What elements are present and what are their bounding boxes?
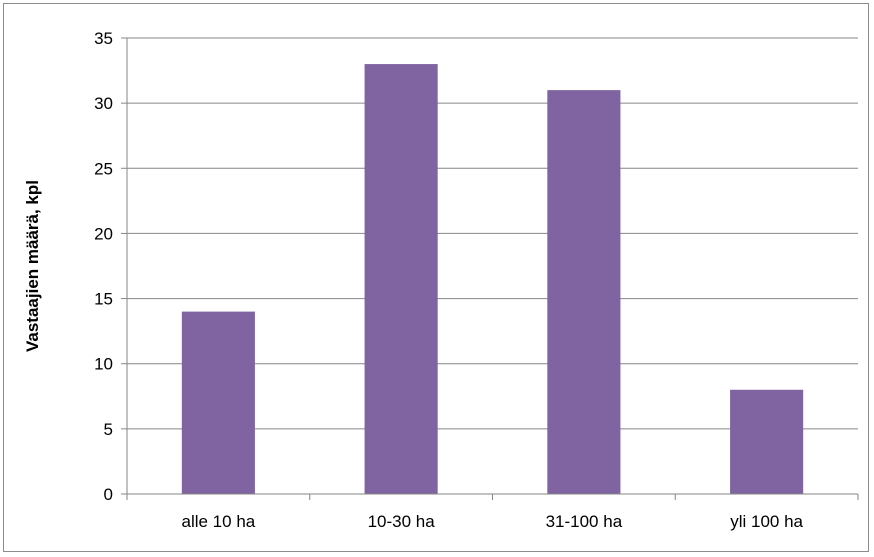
y-tick-labels: 0 5 10 15 20 25 30 35: [94, 29, 113, 504]
y-axis-title: Vastaajien määrä, kpl: [23, 180, 42, 352]
y-tick-label: 0: [104, 485, 113, 504]
bar: [730, 389, 804, 494]
x-tick-label: yli 100 ha: [730, 512, 803, 531]
y-tick-label: 30: [94, 94, 113, 113]
y-tick-label: 10: [94, 355, 113, 374]
x-tick-label: 31-100 ha: [546, 512, 623, 531]
y-tick-label: 25: [94, 159, 113, 178]
bar: [181, 311, 255, 494]
x-tick-label: alle 10 ha: [182, 512, 256, 531]
y-tick-label: 20: [94, 224, 113, 243]
y-tick-label: 15: [94, 290, 113, 309]
axes: [121, 37, 859, 500]
bars: [181, 64, 804, 495]
x-tick-label: 10-30 ha: [368, 512, 436, 531]
bar: [547, 90, 621, 494]
y-tick-label: 5: [104, 420, 113, 439]
x-tick-labels: alle 10 ha 10-30 ha 31-100 ha yli 100 ha: [182, 512, 804, 531]
bar: [364, 64, 438, 495]
y-tick-label: 35: [94, 29, 113, 48]
